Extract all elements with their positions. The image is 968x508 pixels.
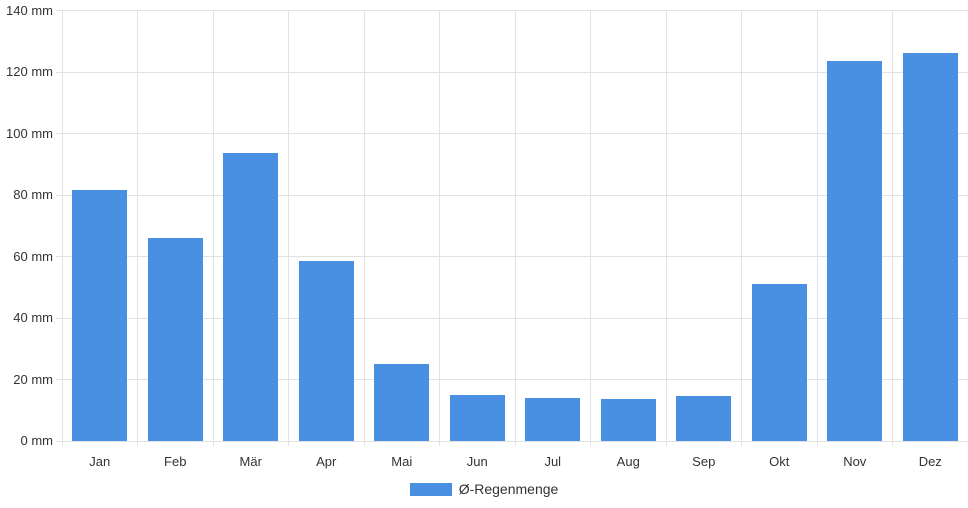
x-axis-label-sep: Sep bbox=[692, 454, 716, 469]
y-axis-label: 20 mm bbox=[13, 371, 53, 387]
bar-aug[interactable] bbox=[600, 398, 656, 441]
x-gridline bbox=[363, 10, 365, 441]
x-tick bbox=[741, 441, 742, 446]
x-axis-label-dez: Dez bbox=[918, 454, 942, 469]
x-tick bbox=[514, 441, 516, 446]
y-tick bbox=[56, 256, 62, 257]
legend-swatch bbox=[409, 482, 452, 496]
x-axis-label-jul: Jul bbox=[544, 454, 562, 469]
x-axis-label-feb: Feb bbox=[164, 454, 187, 469]
x-axis-label-mr: Mär bbox=[239, 454, 262, 469]
x-gridline bbox=[665, 10, 667, 441]
bar-sep[interactable] bbox=[676, 395, 732, 441]
y-axis-label: 80 mm bbox=[13, 187, 53, 202]
x-axis-label-nov: Nov bbox=[843, 454, 867, 469]
x-axis-label-jun: Jun bbox=[466, 454, 488, 469]
bar-feb[interactable] bbox=[147, 238, 203, 441]
x-tick bbox=[590, 441, 591, 446]
bar-dez[interactable] bbox=[902, 52, 958, 441]
x-axis-label-apr: Apr bbox=[316, 454, 337, 469]
y-axis-label: 0 mm bbox=[20, 433, 54, 448]
y-tick bbox=[56, 133, 62, 134]
bar-mai[interactable] bbox=[374, 364, 430, 441]
x-gridline bbox=[212, 10, 214, 441]
y-tick bbox=[56, 71, 62, 73]
x-gridline bbox=[590, 10, 591, 441]
x-axis-label-mai: Mai bbox=[391, 454, 413, 469]
x-tick bbox=[665, 441, 667, 446]
x-gridline bbox=[741, 10, 742, 441]
x-tick bbox=[288, 441, 289, 446]
bar-jan[interactable] bbox=[72, 190, 128, 441]
x-tick bbox=[816, 441, 818, 446]
y-tick bbox=[56, 317, 62, 319]
y-tick bbox=[56, 379, 62, 380]
x-axis-label-okt: Okt bbox=[769, 454, 790, 469]
x-gridline bbox=[288, 10, 289, 441]
y-tick bbox=[56, 10, 62, 11]
x-gridline bbox=[137, 10, 138, 441]
x-gridline bbox=[439, 10, 440, 441]
y-axis-label: 100 mm bbox=[6, 125, 53, 141]
y-tick bbox=[56, 194, 62, 196]
bar-apr[interactable] bbox=[298, 261, 354, 441]
y-axis-label: 40 mm bbox=[13, 310, 53, 325]
legend-label: Ø-Regenmenge bbox=[458, 481, 559, 497]
y-axis-label: 120 mm bbox=[6, 64, 53, 79]
x-tick bbox=[892, 441, 893, 446]
y-axis-label: 60 mm bbox=[13, 248, 53, 264]
bar-jul[interactable] bbox=[525, 397, 581, 441]
bar-jun[interactable] bbox=[449, 394, 505, 441]
legend[interactable]: Ø-Regenmenge bbox=[0, 481, 968, 497]
bar-okt[interactable] bbox=[751, 284, 807, 441]
x-tick bbox=[137, 441, 138, 446]
x-tick bbox=[212, 441, 214, 446]
x-gridline bbox=[514, 10, 516, 441]
y-tick bbox=[56, 440, 62, 442]
x-axis-label-jan: Jan bbox=[89, 454, 111, 469]
bar-mr[interactable] bbox=[223, 153, 279, 441]
x-tick bbox=[439, 441, 440, 446]
x-gridline bbox=[892, 10, 893, 441]
x-axis-label-aug: Aug bbox=[616, 454, 640, 469]
x-gridline bbox=[816, 10, 818, 441]
x-tick bbox=[61, 441, 63, 446]
bar-nov[interactable] bbox=[827, 61, 883, 441]
x-tick bbox=[363, 441, 365, 446]
x-gridline bbox=[61, 10, 63, 441]
y-axis-label: 140 mm bbox=[6, 2, 53, 18]
